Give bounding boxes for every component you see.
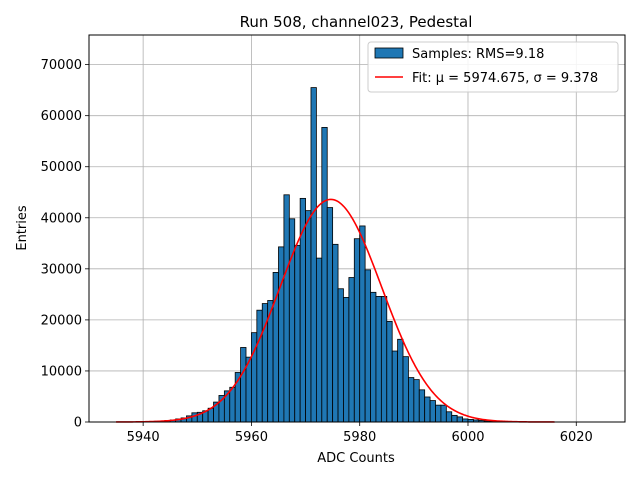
- histogram-bar: [322, 127, 327, 422]
- histogram-bar: [338, 289, 343, 422]
- histogram-bar: [430, 401, 435, 422]
- histogram-bar: [333, 244, 338, 422]
- histogram-bar: [419, 390, 424, 422]
- histogram-bar: [278, 247, 283, 422]
- histogram-bar: [436, 405, 441, 422]
- histogram-bar: [376, 296, 381, 422]
- histogram-bar: [295, 245, 300, 422]
- x-tick-label: 5940: [127, 430, 160, 445]
- histogram-bar: [327, 208, 332, 422]
- histogram-bar: [257, 310, 262, 422]
- histogram-bar: [425, 397, 430, 422]
- histogram-bar: [365, 270, 370, 422]
- histogram-bar: [408, 378, 413, 422]
- y-tick-label: 30000: [41, 262, 82, 277]
- histogram-bar: [452, 415, 457, 422]
- histogram-bar: [192, 413, 197, 422]
- y-tick-label: 50000: [41, 160, 82, 175]
- histogram-bar: [360, 226, 365, 422]
- histogram-bar: [414, 380, 419, 422]
- x-tick-label: 5980: [343, 430, 376, 445]
- chart-title: Run 508, channel023, Pedestal: [240, 13, 473, 31]
- histogram-bar: [306, 211, 311, 422]
- legend-label-samples: Samples: RMS=9.18: [412, 47, 544, 62]
- y-tick-label: 70000: [41, 58, 82, 73]
- y-tick-label: 40000: [41, 211, 82, 226]
- histogram-bar: [387, 321, 392, 422]
- histogram-bar: [316, 258, 321, 422]
- legend-label-fit: Fit: μ = 5974.675, σ = 9.378: [412, 71, 598, 86]
- histogram-bar: [343, 297, 348, 422]
- y-tick-label: 60000: [41, 109, 82, 124]
- legend-swatch-samples: [375, 48, 403, 58]
- histogram-bar: [457, 417, 462, 422]
- histogram-bar: [403, 357, 408, 422]
- histogram-bar: [349, 278, 354, 422]
- histogram-bar: [311, 88, 316, 422]
- histogram-bar: [441, 405, 446, 422]
- histogram-bar: [392, 351, 397, 422]
- x-tick-label: 6000: [451, 430, 484, 445]
- y-tick-label: 0: [74, 416, 82, 431]
- histogram-bar: [241, 347, 246, 422]
- histogram-bar: [398, 339, 403, 422]
- histogram-bar: [354, 239, 359, 422]
- x-tick-label: 5960: [235, 430, 268, 445]
- histogram-bar: [230, 387, 235, 422]
- x-tick-label: 6020: [560, 430, 593, 445]
- x-axis-label: ADC Counts: [317, 451, 395, 466]
- histogram-bar: [446, 412, 451, 422]
- histogram-bar: [371, 292, 376, 422]
- y-axis-label: Entries: [15, 205, 30, 251]
- histogram-bar: [381, 296, 386, 422]
- histogram-bar: [284, 195, 289, 422]
- y-tick-label: 20000: [41, 313, 82, 328]
- y-tick-label: 10000: [41, 364, 82, 379]
- legend: Samples: RMS=9.18 Fit: μ = 5974.675, σ =…: [368, 42, 618, 92]
